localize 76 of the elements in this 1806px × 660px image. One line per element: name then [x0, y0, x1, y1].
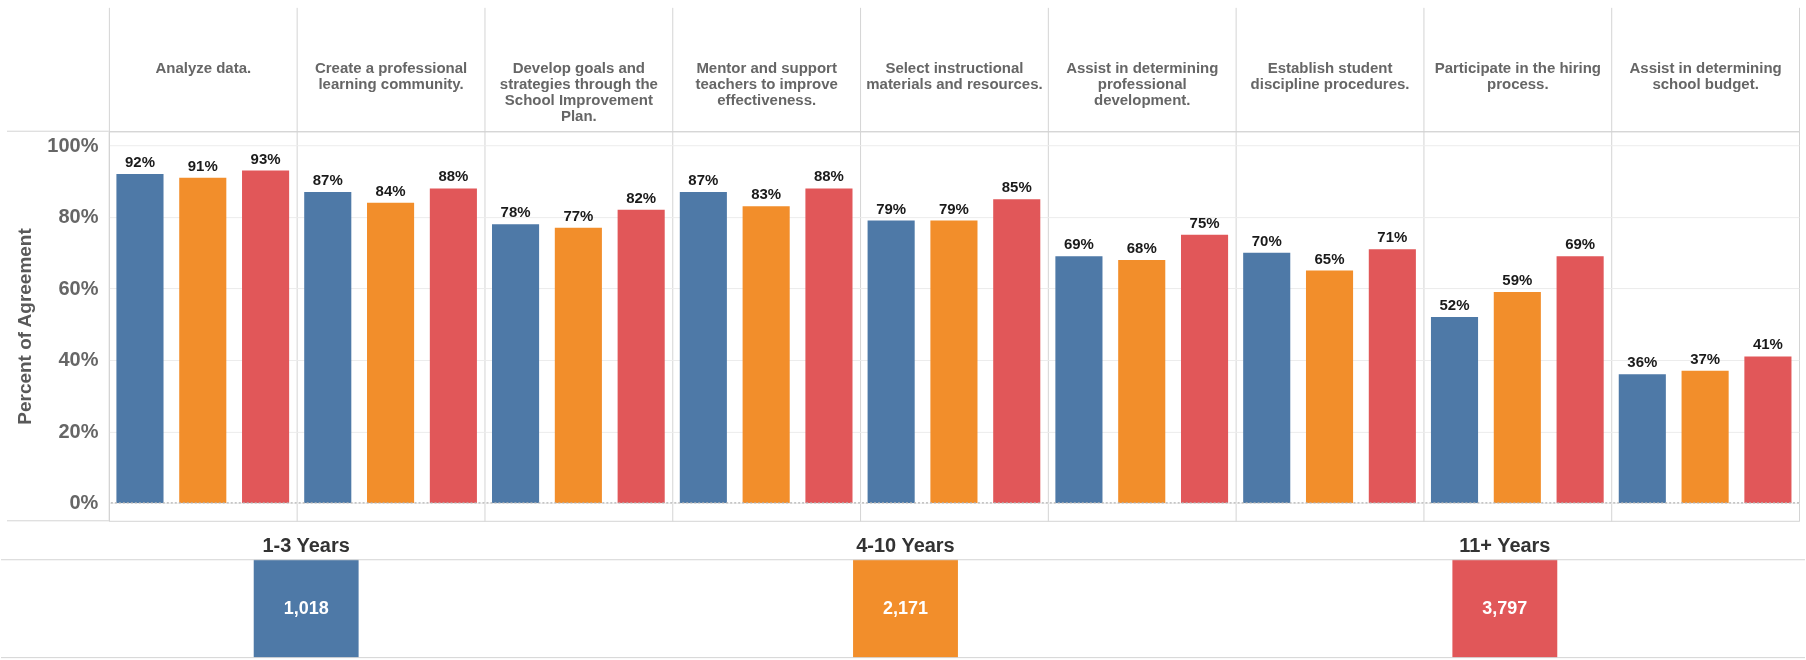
bar [554, 227, 602, 503]
data-label: 82% [626, 188, 657, 206]
text: 1,018 [283, 597, 329, 618]
bar [492, 224, 540, 503]
y-tick-label: 40% [58, 348, 99, 371]
bar [867, 220, 915, 503]
bar [429, 188, 477, 503]
x-tick-label: Assist in determining professional development. [1066, 58, 1219, 108]
bar [1305, 270, 1354, 503]
bar [617, 209, 665, 503]
bar [1556, 256, 1604, 503]
bar [1744, 356, 1792, 503]
bar [116, 174, 164, 503]
bar [742, 206, 790, 503]
bar [1430, 317, 1479, 503]
data-label: 68% [1126, 238, 1157, 256]
data-label: 91% [187, 156, 218, 174]
bar [1368, 249, 1416, 503]
text: 2,171 [883, 597, 928, 618]
x-tick-label: Develop goals and strategies through the School Improvement Plan. [499, 58, 658, 124]
data-label: 87% [312, 170, 343, 188]
data-label: 41% [1752, 335, 1783, 353]
bar [1493, 292, 1541, 503]
data-label: 75% [1189, 213, 1220, 231]
y-tick-label: 100% [47, 134, 99, 157]
x-tick-label: Assist in determining school budget. [1629, 58, 1782, 92]
x-tick-label: Participate in the hiring process. [1434, 58, 1601, 92]
data-label: 59% [1502, 271, 1533, 289]
x-tick-label: Create a professional learning community. [314, 58, 468, 92]
data-label: 93% [250, 149, 281, 167]
y-tick-label: 80% [58, 205, 99, 228]
x-tick-label: Analyze data. [155, 58, 252, 76]
data-label: 78% [500, 203, 531, 221]
data-label: 88% [438, 167, 469, 185]
bar [1681, 370, 1729, 503]
data-label: 79% [938, 199, 969, 217]
data-label: 79% [876, 199, 907, 217]
bar [1180, 234, 1229, 503]
data-label: 70% [1251, 231, 1282, 249]
data-label: 69% [1565, 235, 1596, 253]
y-axis-title: Percent of Agreement [14, 227, 36, 425]
series-label: 1-3 Years [262, 533, 350, 556]
bar [930, 220, 978, 503]
data-label: 84% [375, 181, 406, 199]
bar [1055, 256, 1103, 503]
bar [179, 177, 227, 503]
y-tick-label: 0% [69, 491, 99, 514]
data-label: 92% [124, 153, 155, 171]
bar [1618, 374, 1666, 503]
data-label: 36% [1627, 353, 1658, 371]
data-label: 87% [688, 170, 719, 188]
bar [993, 199, 1041, 503]
x-tick-label: Establish student discipline procedures. [1250, 58, 1410, 92]
y-tick-label: 60% [58, 276, 99, 299]
bar [304, 191, 352, 503]
data-label: 52% [1439, 296, 1470, 314]
bar [1118, 259, 1166, 503]
data-label: 71% [1377, 228, 1408, 246]
data-label: 88% [813, 167, 844, 185]
x-tick-label: Select instructional materials and resources. [866, 58, 1043, 92]
data-label: 69% [1063, 235, 1094, 253]
text: 3,797 [1482, 597, 1528, 618]
data-label: 65% [1314, 249, 1345, 267]
bar [1243, 252, 1291, 503]
y-tick-label: 20% [58, 419, 99, 442]
data-label: 85% [1001, 178, 1032, 196]
bar [367, 202, 415, 503]
series-label: 11+ Years [1459, 533, 1551, 556]
data-label: 37% [1690, 349, 1721, 367]
bar [242, 170, 290, 503]
x-tick-label: Mentor and support teachers to improve effectiveness. [695, 58, 838, 108]
data-label: 83% [751, 185, 782, 203]
series-label: 4-10 Years [856, 533, 955, 556]
data-label: 77% [563, 206, 594, 224]
bar [805, 188, 853, 503]
bar [679, 191, 727, 503]
